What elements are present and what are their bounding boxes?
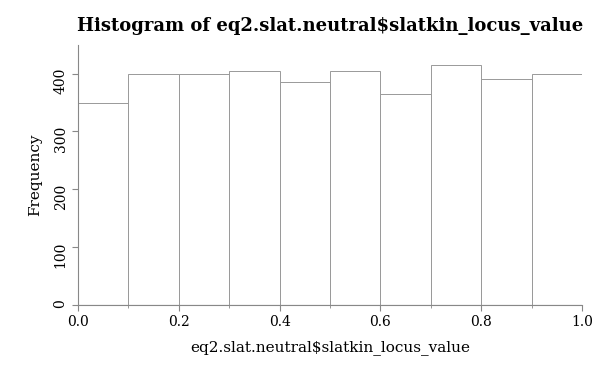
Y-axis label: Frequency: Frequency: [28, 134, 43, 216]
Bar: [280, 82, 330, 305]
Bar: [229, 71, 280, 305]
Bar: [78, 103, 128, 305]
Title: Histogram of eq2.slat.neutral$slatkin_locus_value: Histogram of eq2.slat.neutral$slatkin_lo…: [77, 17, 583, 35]
X-axis label: eq2.slat.neutral$slatkin_locus_value: eq2.slat.neutral$slatkin_locus_value: [190, 341, 470, 355]
Bar: [380, 94, 431, 305]
Bar: [532, 74, 582, 305]
Bar: [128, 74, 179, 305]
Bar: [330, 71, 380, 305]
Bar: [431, 65, 481, 305]
Bar: [481, 79, 532, 305]
Bar: [179, 74, 229, 305]
